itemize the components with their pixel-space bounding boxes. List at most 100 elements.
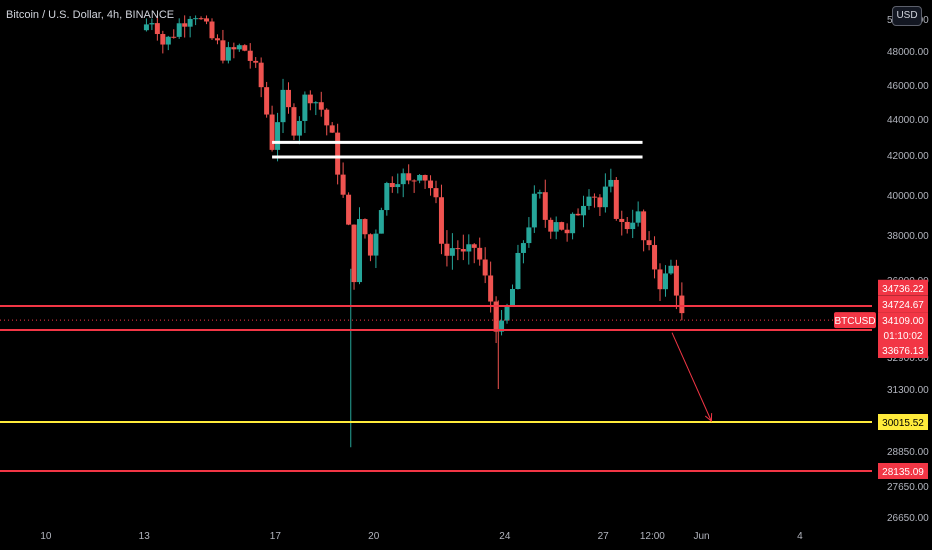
price-tick-label: 26650.00 [887,513,929,524]
candle-body [373,233,379,256]
price-tag [878,463,928,479]
candle-body [575,213,581,216]
candle-body [395,184,401,188]
candle-body [324,109,330,126]
candle-body [488,275,494,302]
chart-title: Bitcoin / U.S. Dollar, 4h, BINANCE [6,9,175,21]
candle-body [570,213,576,234]
time-tick-label: 12:00 [640,531,665,542]
time-tick-label: 4 [797,531,803,542]
candle-body [662,273,668,290]
candle-body [318,102,324,110]
price-tag-label: 33676.13 [882,346,924,357]
candle-body [602,186,608,208]
candle-body [193,18,199,20]
candle-body [302,94,308,121]
candle-body [400,173,406,185]
price-tick-label: 46000.00 [887,81,929,92]
price-tag [878,296,928,312]
candles-layer [143,15,685,448]
candle-body [357,219,363,283]
candle-body [477,247,483,260]
candle-body [165,36,171,45]
candle-body [515,252,521,290]
candle-body [367,234,373,256]
candle-body [635,211,641,223]
arrow-head [704,413,713,423]
candle-body [225,47,231,61]
candle-body [389,183,395,188]
candle-body [526,227,532,244]
candle-body [149,23,155,25]
candle-body [346,194,352,225]
candle-body [564,229,570,234]
time-tick-label: 24 [499,531,511,542]
countdown-label: 01:10:02 [884,331,923,342]
symbol-label: BTCUSD [834,316,875,327]
price-tag [878,312,928,345]
candle-body [411,180,417,182]
candle-body [499,320,505,332]
candle-body [548,219,554,232]
candle-body [406,173,412,181]
candle-body [280,89,286,123]
time-tick-label: 17 [270,531,282,542]
price-tag-label: 34109.00 [882,316,924,327]
candle-body [537,192,543,194]
candle-body [597,197,603,208]
candle-body [209,21,215,39]
price-tag-label: 30015.52 [882,418,924,429]
candle-body [646,240,652,246]
price-tag-label: 34736.22 [882,284,924,295]
price-tick-label: 27650.00 [887,482,929,493]
price-tag [878,342,928,358]
candle-body [433,188,439,198]
price-tag [878,279,928,296]
candle-body [214,38,220,41]
candle-body [630,222,636,230]
price-tick-label: 28850.00 [887,447,929,458]
candle-body [619,218,625,222]
trend-arrow[interactable] [671,332,712,422]
candle-body [313,102,319,104]
time-tick-label: 13 [139,531,151,542]
price-tick-label: 48000.00 [887,47,929,58]
candle-body [509,289,515,307]
candle-body [482,259,488,276]
candle-body [378,210,384,234]
price-tick-label: 31300.00 [887,385,929,396]
currency-button[interactable]: USD [892,6,922,26]
candle-body [269,114,275,150]
price-tag [878,414,928,430]
candle-body [329,125,335,133]
candle-body [531,193,537,228]
candle-body [285,89,291,108]
price-tick-label: 32900.00 [887,353,929,364]
candle-body [559,222,565,230]
candle-body [460,249,466,252]
candle-body [182,23,188,27]
candle-body [258,62,264,88]
candle-body [417,175,423,181]
candle-body [362,219,368,235]
candle-body [581,205,587,216]
candle-body [220,40,226,61]
candle-body [553,222,559,232]
candle-body [242,45,248,51]
candle-body [176,23,182,37]
candle-body [624,221,630,230]
time-axis: 10 13 17 20 24 27 12:00 Jun 4 [40,531,803,542]
time-tick-label: Jun [693,531,709,542]
candle-body [422,175,428,181]
candle-body [542,192,548,220]
candle-body [444,243,450,256]
price-tick-label: 42000.00 [887,151,929,162]
candle-body [143,24,149,31]
candle-body [264,87,270,115]
candle-body [641,211,647,241]
horizontal-lines-layer [0,140,872,472]
candle-body [673,265,679,296]
candle-body [160,34,166,45]
candle-body [351,224,357,283]
